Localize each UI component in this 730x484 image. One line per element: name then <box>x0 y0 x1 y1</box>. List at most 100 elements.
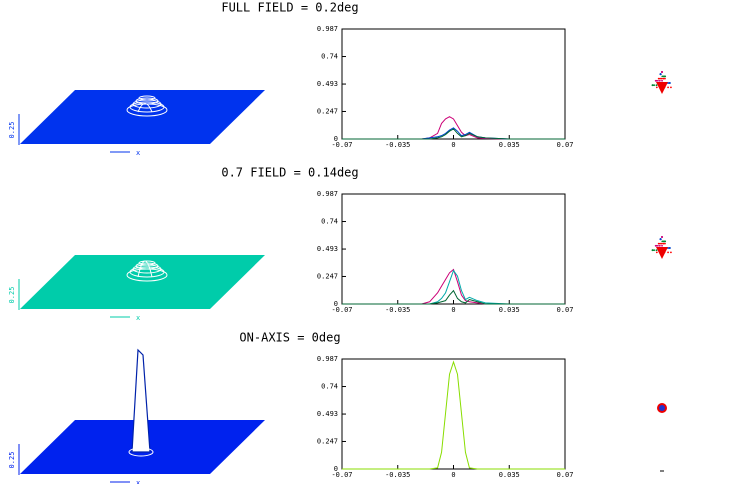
spot <box>651 84 654 87</box>
spot <box>668 247 670 249</box>
spot <box>658 79 661 82</box>
y-tick-label: 0 <box>334 135 338 143</box>
spot <box>655 244 658 247</box>
y-tick-label: 0.247 <box>317 437 338 445</box>
x-tick-label: 0 <box>451 306 455 314</box>
y-tick-label: 0.493 <box>317 245 338 253</box>
x-tick-label: 0 <box>451 471 455 479</box>
x-tick-label: -0.035 <box>385 471 410 479</box>
x-tick-label: 0.035 <box>499 141 520 149</box>
x-axis-label: x <box>136 479 140 484</box>
spot <box>653 84 656 87</box>
spot <box>653 249 656 252</box>
panel-title: 0.7 FIELD = 0.14deg <box>221 166 358 180</box>
spot-diagram <box>651 236 672 259</box>
y-tick-label: 0.74 <box>321 383 338 391</box>
series-line <box>342 128 565 140</box>
x-axis-label: x <box>136 314 140 322</box>
series-line <box>342 269 565 305</box>
y-tick-label: 0.74 <box>321 218 338 226</box>
spot <box>660 242 663 245</box>
x-tick-label: -0.07 <box>331 471 352 479</box>
spot <box>661 79 663 82</box>
spot-core <box>656 247 668 259</box>
x-tick-label: 0.035 <box>499 306 520 314</box>
series-line <box>342 360 565 470</box>
spot <box>667 86 669 89</box>
spot <box>657 77 660 80</box>
spot <box>659 73 662 76</box>
y-tick-label: 0.247 <box>317 107 338 115</box>
surface <box>20 90 265 144</box>
y-tick-label: 0.247 <box>317 272 338 280</box>
panel-title: FULL FIELD = 0.2deg <box>221 1 358 15</box>
spot-diagram <box>651 71 672 94</box>
z-scale-label: 0.25 <box>8 452 16 469</box>
spot <box>670 86 672 89</box>
surface-ripple <box>129 101 165 113</box>
spot <box>655 249 658 252</box>
surface-peak <box>131 348 151 453</box>
y-tick-label: 0.74 <box>321 53 338 61</box>
spot <box>661 236 663 238</box>
x-tick-label: -0.035 <box>385 141 410 149</box>
spot <box>662 242 665 245</box>
x-tick-label: 0.035 <box>499 471 520 479</box>
x-tick-label: 0.07 <box>557 141 574 149</box>
spot <box>660 77 663 80</box>
spot <box>667 251 669 254</box>
spot <box>657 79 659 82</box>
spot-center <box>659 405 665 411</box>
x-tick-label: -0.07 <box>331 141 352 149</box>
spot <box>657 242 660 245</box>
surface-ripple <box>129 266 165 278</box>
spot <box>662 77 665 80</box>
y-tick-label: 0.493 <box>317 80 338 88</box>
spot <box>659 242 662 245</box>
z-scale-label: 0.25 <box>8 287 16 304</box>
spot <box>668 82 670 84</box>
spot <box>661 71 663 73</box>
y-tick-label: 0.987 <box>317 190 338 198</box>
spot <box>655 79 658 82</box>
x-tick-label: 0.07 <box>557 306 574 314</box>
x-tick-label: 0.07 <box>557 471 574 479</box>
spot <box>664 75 667 78</box>
y-tick-label: 0 <box>334 465 338 473</box>
plot-frame <box>341 28 566 140</box>
x-axis-label: x <box>136 149 140 157</box>
surface-plot <box>18 348 265 483</box>
spot <box>658 244 661 247</box>
plot-frame <box>341 193 566 305</box>
spot <box>651 249 654 252</box>
surface-peak <box>137 103 153 113</box>
series-line <box>342 268 565 305</box>
spot <box>670 251 672 254</box>
plot-frame <box>341 358 566 470</box>
spot-core <box>656 82 668 94</box>
spot <box>655 84 658 87</box>
x-tick-label: -0.035 <box>385 306 410 314</box>
surface-ripple <box>138 260 156 266</box>
z-scale-label: 0.25 <box>8 122 16 139</box>
panel-title: ON-AXIS = 0deg <box>239 331 340 345</box>
series-line <box>342 289 565 305</box>
spot <box>659 238 662 241</box>
spot-diagram <box>657 403 667 472</box>
spot <box>655 251 658 254</box>
surface-base <box>128 447 154 457</box>
surface-peak <box>137 260 153 278</box>
y-tick-label: 0 <box>334 300 338 308</box>
x-tick-label: 0 <box>451 141 455 149</box>
y-tick-label: 0.987 <box>317 25 338 33</box>
surface <box>20 255 265 309</box>
spot <box>664 242 666 245</box>
surface-ripple <box>138 95 156 101</box>
spot <box>664 240 667 243</box>
surface-plot <box>18 255 265 318</box>
spot <box>661 244 663 247</box>
spot <box>659 77 662 80</box>
x-tick-label: -0.07 <box>331 306 352 314</box>
